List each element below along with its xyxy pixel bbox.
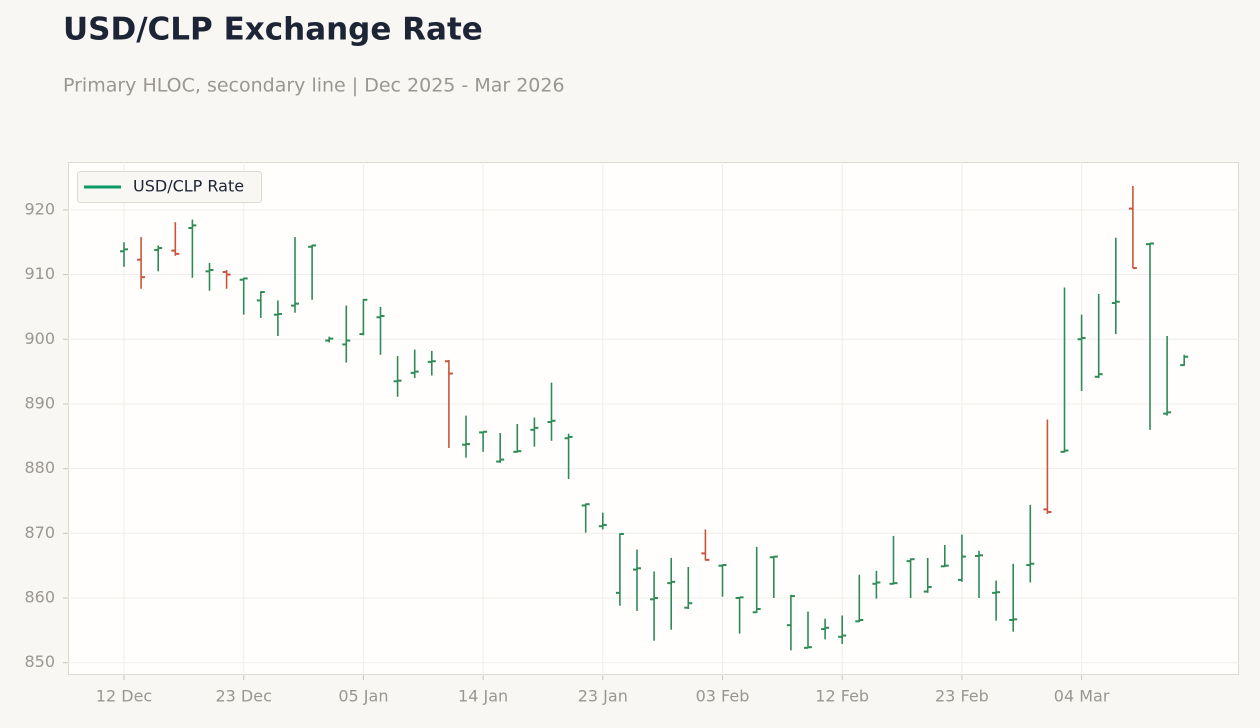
y-tick-label: 850 xyxy=(24,652,55,671)
chart-subtitle: Primary HLOC, secondary line | Dec 2025 … xyxy=(63,75,565,97)
x-tick-label: 04 Mar xyxy=(1054,687,1110,706)
x-tick-label: 23 Feb xyxy=(935,687,989,706)
y-tick-label: 910 xyxy=(24,264,55,283)
chart-title: USD/CLP Exchange Rate xyxy=(63,12,483,48)
y-tick-label: 890 xyxy=(24,393,55,412)
x-tick-label: 23 Dec xyxy=(215,687,271,706)
x-tick-label: 03 Feb xyxy=(696,687,750,706)
x-tick-label: 05 Jan xyxy=(338,687,388,706)
x-tick-label: 23 Jan xyxy=(578,687,628,706)
y-tick-label: 870 xyxy=(24,523,55,542)
y-tick-label: 860 xyxy=(24,588,55,607)
x-tick-label: 12 Feb xyxy=(815,687,869,706)
y-tick-label: 920 xyxy=(24,199,55,218)
x-tick-label: 14 Jan xyxy=(458,687,508,706)
y-tick-label: 900 xyxy=(24,329,55,348)
x-tick-label: 12 Dec xyxy=(96,687,152,706)
y-tick-label: 880 xyxy=(24,458,55,477)
legend-label: USD/CLP Rate xyxy=(133,177,244,196)
legend-box xyxy=(77,171,262,203)
